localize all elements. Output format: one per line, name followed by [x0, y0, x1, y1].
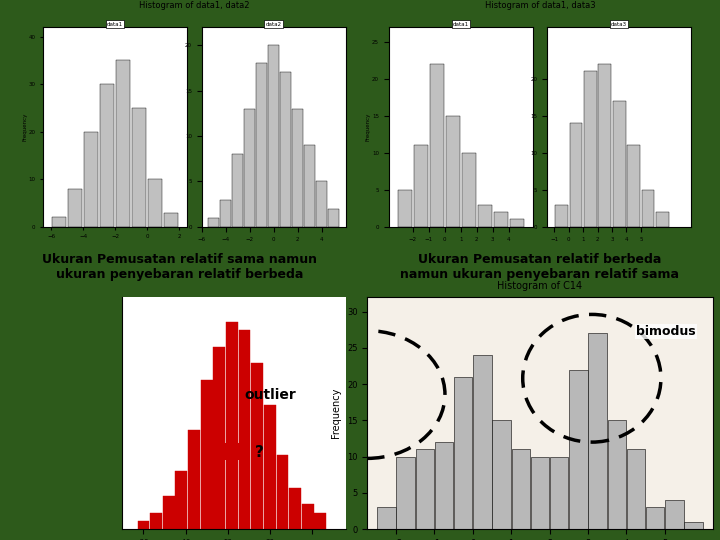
Bar: [642, 190, 654, 227]
Bar: [665, 500, 683, 529]
Bar: [232, 154, 243, 227]
Bar: [494, 212, 508, 227]
Title: data1: data1: [107, 22, 123, 26]
Bar: [201, 380, 212, 529]
Title: Histogram of C14: Histogram of C14: [498, 281, 582, 291]
Bar: [512, 449, 530, 529]
Bar: [531, 457, 549, 529]
Bar: [220, 200, 231, 227]
Bar: [435, 442, 453, 529]
Bar: [492, 420, 510, 529]
Bar: [627, 145, 640, 227]
Bar: [116, 60, 130, 227]
Bar: [52, 217, 66, 227]
Y-axis label: Frequency: Frequency: [22, 113, 27, 141]
Bar: [646, 508, 665, 529]
Title: data3: data3: [611, 22, 627, 26]
Bar: [138, 521, 149, 529]
Bar: [430, 64, 444, 227]
Bar: [570, 369, 588, 529]
Bar: [415, 449, 434, 529]
Bar: [555, 205, 568, 227]
Bar: [397, 190, 412, 227]
Text: ?: ?: [255, 445, 264, 460]
Bar: [397, 457, 415, 529]
Y-axis label: Frequency: Frequency: [331, 388, 341, 438]
Bar: [377, 508, 395, 529]
Bar: [570, 123, 582, 227]
Bar: [446, 116, 460, 227]
Bar: [264, 405, 276, 529]
Bar: [302, 504, 314, 529]
Bar: [598, 64, 611, 227]
Title: data1: data1: [453, 22, 469, 26]
Bar: [244, 109, 255, 227]
Bar: [208, 218, 219, 227]
Bar: [627, 449, 645, 529]
Bar: [454, 377, 472, 529]
Bar: [213, 347, 225, 529]
Bar: [176, 471, 187, 529]
Bar: [550, 457, 568, 529]
Bar: [269, 45, 279, 227]
Title: data2: data2: [266, 22, 282, 26]
Bar: [613, 101, 626, 227]
Bar: [280, 72, 291, 227]
Bar: [685, 522, 703, 529]
Bar: [656, 212, 669, 227]
Text: outlier: outlier: [244, 388, 296, 402]
Bar: [68, 189, 82, 227]
Bar: [238, 330, 251, 529]
Text: bimodus: bimodus: [636, 325, 696, 338]
Bar: [188, 430, 200, 529]
Title: Histogram of data1, data3: Histogram of data1, data3: [485, 1, 595, 10]
Bar: [608, 420, 626, 529]
Y-axis label: Frequency: Frequency: [366, 113, 371, 141]
Bar: [462, 153, 476, 227]
Bar: [328, 208, 339, 227]
Bar: [292, 109, 303, 227]
Bar: [150, 512, 162, 529]
Bar: [316, 181, 327, 227]
Bar: [256, 63, 267, 227]
Bar: [84, 132, 99, 227]
Bar: [588, 333, 607, 529]
Bar: [584, 71, 597, 227]
Text: Ukuran Pemusatan relatif berbeda
namun ukuran penyebaran relatif sama: Ukuran Pemusatan relatif berbeda namun u…: [400, 253, 680, 281]
Bar: [132, 108, 146, 227]
Title: Histogram of data1, data2: Histogram of data1, data2: [139, 1, 250, 10]
Bar: [164, 213, 179, 227]
Bar: [226, 322, 238, 529]
Bar: [289, 488, 301, 529]
Bar: [305, 145, 315, 227]
Bar: [315, 512, 326, 529]
Bar: [510, 219, 524, 227]
Text: Ukuran Pemusatan relatif sama namun
ukuran penyebaran relatif berbeda: Ukuran Pemusatan relatif sama namun ukur…: [42, 253, 318, 281]
Bar: [148, 179, 163, 227]
Bar: [100, 84, 114, 227]
Bar: [251, 363, 263, 529]
Bar: [477, 205, 492, 227]
Bar: [276, 455, 288, 529]
Bar: [223, 443, 241, 460]
Bar: [473, 355, 492, 529]
Bar: [163, 496, 175, 529]
Bar: [413, 145, 428, 227]
